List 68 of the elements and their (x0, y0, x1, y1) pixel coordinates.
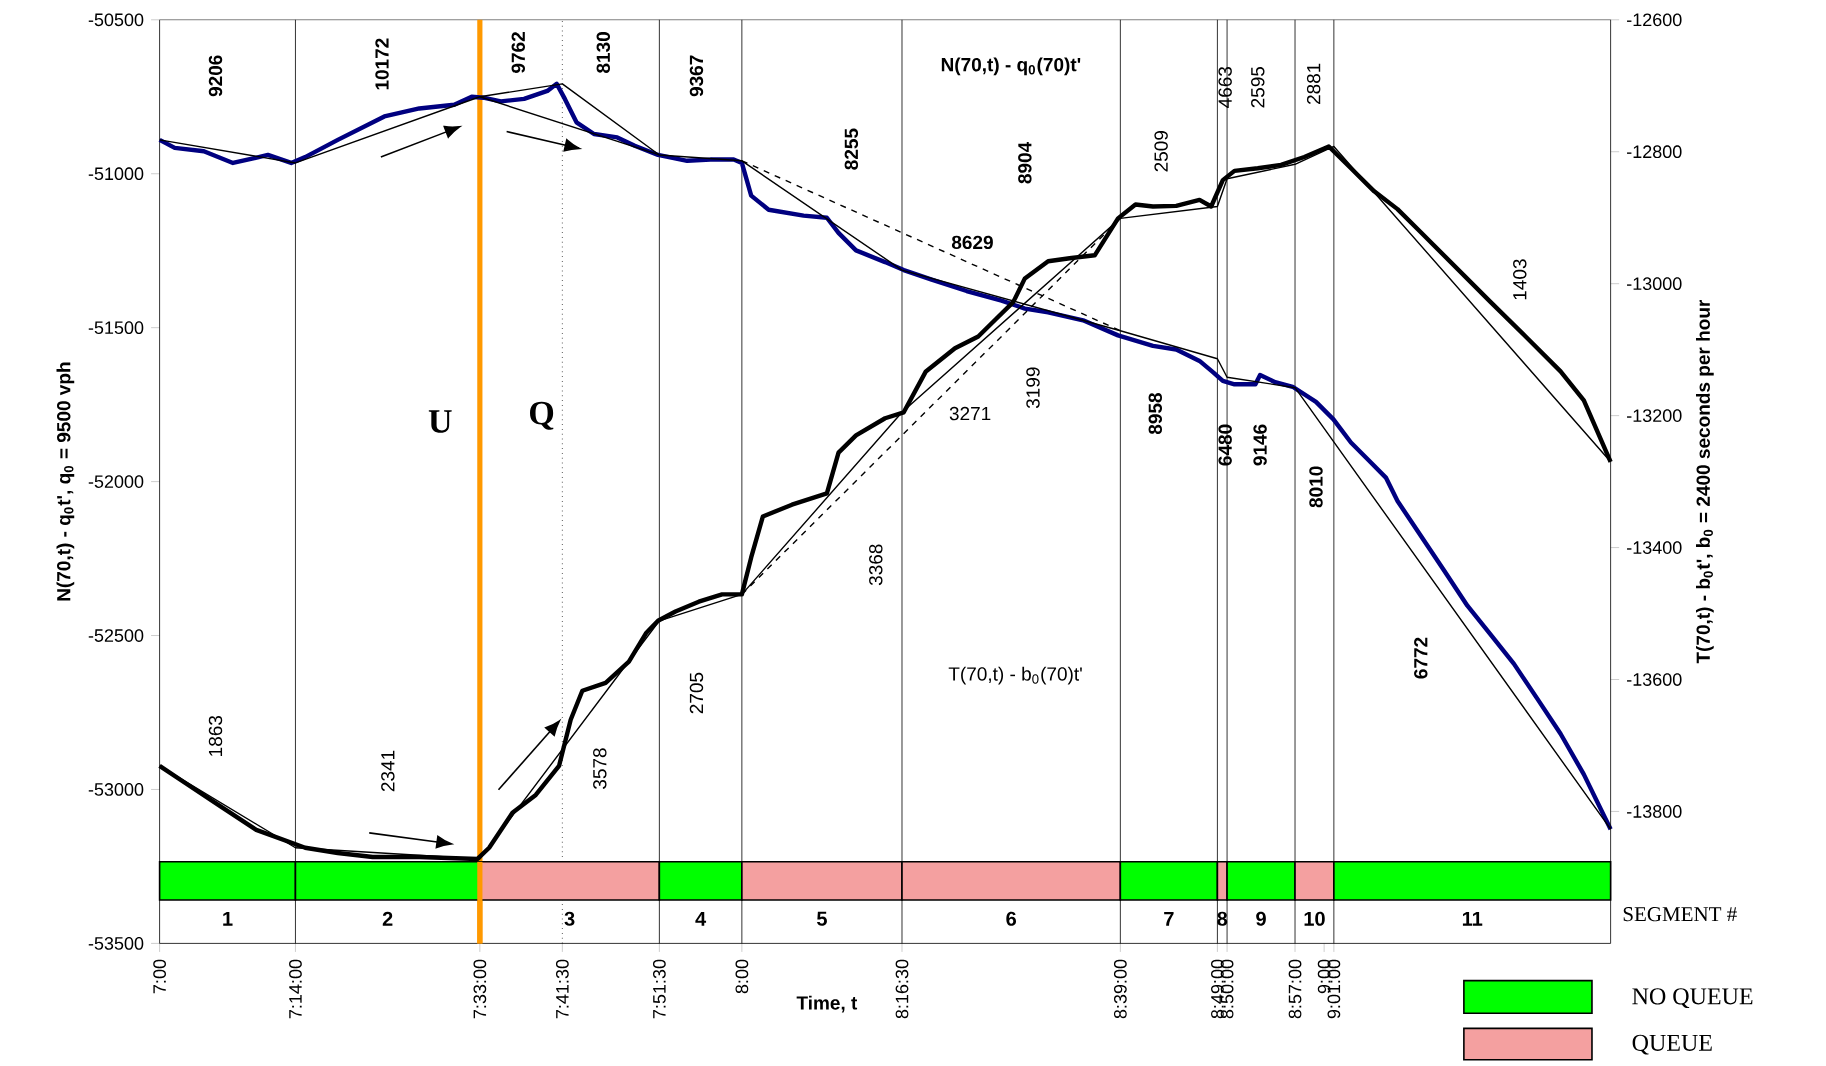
band-label: 9 (1256, 911, 1266, 926)
annotation: U (428, 410, 452, 433)
annotation: 1403 (1513, 259, 1527, 300)
y2-tick-label: -13400 (1627, 541, 1682, 554)
annotation: 9146 (1253, 424, 1267, 466)
x-tick-label: 7:41:30 (555, 959, 569, 1019)
annotation: 8629 (951, 235, 993, 250)
band-label: 4 (695, 911, 707, 926)
band-label: 10 (1304, 911, 1325, 926)
band-label: 11 (1462, 911, 1483, 926)
y2-tick-label: -13000 (1627, 277, 1682, 291)
band-label: 7 (1164, 911, 1174, 926)
annotation: Q (530, 401, 554, 430)
y2-tick-label: -13600 (1627, 673, 1682, 686)
annotation: 8255 (844, 128, 859, 170)
band-label: 5 (817, 911, 827, 926)
annotation: 3199 (1026, 367, 1040, 409)
annotation: 3578 (593, 748, 607, 789)
y2-axis-title: T(70,t) - b$_{0}$t', b$_{0}$ = 2400 seconds per hour (1696, 299, 1714, 664)
text: NO QUEUE (1632, 988, 1753, 1009)
annotation: 2881 (1306, 63, 1321, 105)
y-tick-label: -53000 (88, 783, 144, 796)
band-label: 2 (382, 911, 393, 926)
annotation: T(70,t) - b$_{0}$(70)t' (948, 666, 1082, 685)
annotation: 9367 (689, 55, 704, 97)
annotation: 4663 (1218, 66, 1232, 108)
text: SEGMENT # (1623, 907, 1737, 922)
y-tick-label: -51500 (88, 321, 144, 335)
x-tick-label: 7:33:00 (473, 959, 487, 1019)
x-tick-label: 8:57:00 (1288, 959, 1302, 1019)
band-label: 1 (223, 911, 233, 926)
y-tick-label: -52000 (88, 475, 144, 488)
annotation: 10172 (375, 38, 389, 90)
annotation: 2341 (381, 750, 395, 792)
y-tick-label: -53500 (88, 937, 144, 950)
y-tick-label: -51000 (88, 167, 144, 181)
y-tick-label: -52500 (88, 629, 144, 642)
annotation: 9206 (208, 55, 223, 97)
annotation: 8130 (596, 32, 611, 73)
y2-tick-label: -12600 (1627, 13, 1682, 27)
x-tick-label: 7:51:30 (652, 959, 666, 1019)
x-tick-label: 8:39:00 (1113, 959, 1127, 1019)
x-axis-title: Time, t (796, 995, 858, 1013)
annotation: 3271 (949, 406, 991, 421)
y-tick-label: -50500 (88, 13, 144, 27)
annotation: 1863 (208, 715, 223, 756)
y2-tick-label: -13800 (1627, 805, 1682, 818)
x-tick-label: 7:00 (153, 959, 166, 994)
y2-tick-label: -12800 (1627, 145, 1682, 159)
x-tick-label: 8:00 (735, 959, 749, 994)
annotation: 8010 (1309, 466, 1323, 508)
band-label: 3 (564, 911, 575, 926)
annotation: 6772 (1414, 637, 1428, 679)
annotation: 3368 (869, 544, 883, 586)
annotation: 8904 (1018, 141, 1032, 184)
annotation: 6480 (1218, 424, 1232, 466)
x-tick-label: 8:16:30 (895, 959, 909, 1019)
y2-tick-label: -13200 (1627, 409, 1682, 423)
annotation: 8958 (1148, 393, 1163, 435)
annotation: 2509 (1154, 131, 1168, 172)
annotation: 9762 (511, 32, 526, 73)
x-tick-label: 7:14:00 (289, 959, 302, 1019)
y-axis-title: N(70,t) - q$_{0}$t', q$_{0}$ = 9500 vph (56, 362, 75, 601)
text: QUEUE (1632, 1034, 1712, 1055)
annotation: 2595 (1251, 66, 1265, 108)
band-label: 6 (1006, 911, 1017, 926)
annotation: 2705 (689, 672, 704, 714)
annotation: N(70,t) - q$_{0}$(70)t' (941, 57, 1081, 76)
